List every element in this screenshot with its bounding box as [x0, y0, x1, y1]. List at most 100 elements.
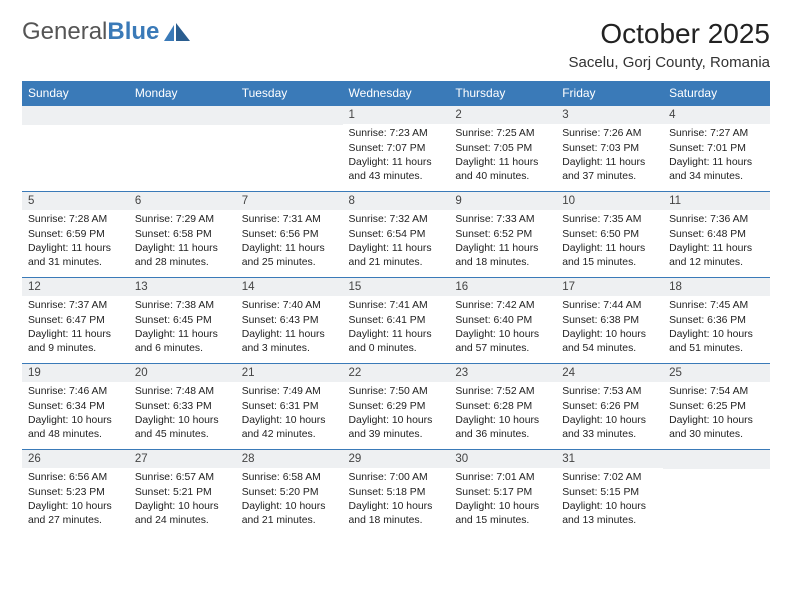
- weekday-header: Sunday: [22, 81, 129, 106]
- day-number: 8: [343, 192, 450, 210]
- daylight-line: Daylight: 11 hours and 34 minutes.: [669, 156, 764, 183]
- logo-part2: Blue: [107, 18, 159, 45]
- calendar-week-row: 12Sunrise: 7:37 AMSunset: 6:47 PMDayligh…: [22, 278, 770, 364]
- sunrise-line: Sunrise: 7:02 AM: [562, 471, 657, 485]
- sunset-line: Sunset: 6:26 PM: [562, 400, 657, 414]
- daylight-line: Daylight: 10 hours and 45 minutes.: [135, 414, 230, 441]
- day-number: 5: [22, 192, 129, 210]
- day-number: [236, 106, 343, 125]
- day-details: Sunrise: 6:56 AMSunset: 5:23 PMDaylight:…: [22, 468, 129, 532]
- day-number: 14: [236, 278, 343, 296]
- calendar-cell: [22, 106, 129, 192]
- day-details: Sunrise: 7:25 AMSunset: 7:05 PMDaylight:…: [449, 124, 556, 188]
- daylight-line: Daylight: 11 hours and 12 minutes.: [669, 242, 764, 269]
- sunrise-line: Sunrise: 7:32 AM: [349, 213, 444, 227]
- sunrise-line: Sunrise: 7:45 AM: [669, 299, 764, 313]
- sunrise-line: Sunrise: 7:48 AM: [135, 385, 230, 399]
- day-number: 2: [449, 106, 556, 124]
- day-number: 1: [343, 106, 450, 124]
- day-details: Sunrise: 7:00 AMSunset: 5:18 PMDaylight:…: [343, 468, 450, 532]
- calendar-cell: [236, 106, 343, 192]
- daylight-line: Daylight: 10 hours and 39 minutes.: [349, 414, 444, 441]
- day-details: Sunrise: 7:31 AMSunset: 6:56 PMDaylight:…: [236, 210, 343, 274]
- location: Sacelu, Gorj County, Romania: [569, 54, 770, 71]
- calendar-cell: 3Sunrise: 7:26 AMSunset: 7:03 PMDaylight…: [556, 106, 663, 192]
- sunset-line: Sunset: 6:31 PM: [242, 400, 337, 414]
- day-details: Sunrise: 7:46 AMSunset: 6:34 PMDaylight:…: [22, 382, 129, 446]
- sunrise-line: Sunrise: 7:36 AM: [669, 213, 764, 227]
- calendar-cell: 9Sunrise: 7:33 AMSunset: 6:52 PMDaylight…: [449, 192, 556, 278]
- day-number: 18: [663, 278, 770, 296]
- daylight-line: Daylight: 10 hours and 27 minutes.: [28, 500, 123, 527]
- sunset-line: Sunset: 5:18 PM: [349, 486, 444, 500]
- sunrise-line: Sunrise: 7:35 AM: [562, 213, 657, 227]
- weekday-header: Tuesday: [236, 81, 343, 106]
- sail-icon: [164, 23, 190, 41]
- day-details: Sunrise: 7:28 AMSunset: 6:59 PMDaylight:…: [22, 210, 129, 274]
- day-number: 10: [556, 192, 663, 210]
- daylight-line: Daylight: 11 hours and 40 minutes.: [455, 156, 550, 183]
- sunset-line: Sunset: 6:36 PM: [669, 314, 764, 328]
- calendar-cell: 25Sunrise: 7:54 AMSunset: 6:25 PMDayligh…: [663, 364, 770, 450]
- sunrise-line: Sunrise: 7:54 AM: [669, 385, 764, 399]
- day-number: 31: [556, 450, 663, 468]
- day-details: Sunrise: 7:45 AMSunset: 6:36 PMDaylight:…: [663, 296, 770, 360]
- calendar-cell: 2Sunrise: 7:25 AMSunset: 7:05 PMDaylight…: [449, 106, 556, 192]
- sunset-line: Sunset: 6:25 PM: [669, 400, 764, 414]
- sunset-line: Sunset: 6:50 PM: [562, 228, 657, 242]
- daylight-line: Daylight: 10 hours and 57 minutes.: [455, 328, 550, 355]
- sunset-line: Sunset: 6:58 PM: [135, 228, 230, 242]
- weekday-header: Friday: [556, 81, 663, 106]
- sunrise-line: Sunrise: 7:01 AM: [455, 471, 550, 485]
- day-details: Sunrise: 7:01 AMSunset: 5:17 PMDaylight:…: [449, 468, 556, 532]
- day-details: Sunrise: 7:42 AMSunset: 6:40 PMDaylight:…: [449, 296, 556, 360]
- day-details: Sunrise: 6:57 AMSunset: 5:21 PMDaylight:…: [129, 468, 236, 532]
- calendar-cell: 28Sunrise: 6:58 AMSunset: 5:20 PMDayligh…: [236, 450, 343, 536]
- daylight-line: Daylight: 11 hours and 25 minutes.: [242, 242, 337, 269]
- sunset-line: Sunset: 6:56 PM: [242, 228, 337, 242]
- calendar-table: SundayMondayTuesdayWednesdayThursdayFrid…: [22, 81, 770, 536]
- day-details: Sunrise: 7:23 AMSunset: 7:07 PMDaylight:…: [343, 124, 450, 188]
- sunset-line: Sunset: 6:59 PM: [28, 228, 123, 242]
- calendar-week-row: 5Sunrise: 7:28 AMSunset: 6:59 PMDaylight…: [22, 192, 770, 278]
- calendar-cell: 23Sunrise: 7:52 AMSunset: 6:28 PMDayligh…: [449, 364, 556, 450]
- day-details: Sunrise: 7:53 AMSunset: 6:26 PMDaylight:…: [556, 382, 663, 446]
- weekday-header: Saturday: [663, 81, 770, 106]
- day-details: Sunrise: 7:32 AMSunset: 6:54 PMDaylight:…: [343, 210, 450, 274]
- sunrise-line: Sunrise: 7:46 AM: [28, 385, 123, 399]
- daylight-line: Daylight: 11 hours and 31 minutes.: [28, 242, 123, 269]
- calendar-cell: 26Sunrise: 6:56 AMSunset: 5:23 PMDayligh…: [22, 450, 129, 536]
- calendar-cell: 30Sunrise: 7:01 AMSunset: 5:17 PMDayligh…: [449, 450, 556, 536]
- header: GeneralBlue October 2025 Sacelu, Gorj Co…: [22, 18, 770, 71]
- weekday-header: Thursday: [449, 81, 556, 106]
- day-number: 6: [129, 192, 236, 210]
- daylight-line: Daylight: 10 hours and 18 minutes.: [349, 500, 444, 527]
- day-number: 22: [343, 364, 450, 382]
- daylight-line: Daylight: 11 hours and 18 minutes.: [455, 242, 550, 269]
- daylight-line: Daylight: 10 hours and 48 minutes.: [28, 414, 123, 441]
- title-block: October 2025 Sacelu, Gorj County, Romani…: [569, 18, 770, 71]
- calendar-header-row: SundayMondayTuesdayWednesdayThursdayFrid…: [22, 81, 770, 106]
- sunset-line: Sunset: 6:29 PM: [349, 400, 444, 414]
- day-number: 16: [449, 278, 556, 296]
- day-details: Sunrise: 7:29 AMSunset: 6:58 PMDaylight:…: [129, 210, 236, 274]
- calendar-cell: 10Sunrise: 7:35 AMSunset: 6:50 PMDayligh…: [556, 192, 663, 278]
- day-details: Sunrise: 7:36 AMSunset: 6:48 PMDaylight:…: [663, 210, 770, 274]
- day-details: Sunrise: 7:48 AMSunset: 6:33 PMDaylight:…: [129, 382, 236, 446]
- sunrise-line: Sunrise: 7:50 AM: [349, 385, 444, 399]
- day-details: Sunrise: 7:50 AMSunset: 6:29 PMDaylight:…: [343, 382, 450, 446]
- calendar-cell: 16Sunrise: 7:42 AMSunset: 6:40 PMDayligh…: [449, 278, 556, 364]
- sunset-line: Sunset: 6:48 PM: [669, 228, 764, 242]
- calendar-cell: 21Sunrise: 7:49 AMSunset: 6:31 PMDayligh…: [236, 364, 343, 450]
- daylight-line: Daylight: 10 hours and 33 minutes.: [562, 414, 657, 441]
- day-details: Sunrise: 7:33 AMSunset: 6:52 PMDaylight:…: [449, 210, 556, 274]
- calendar-cell: 29Sunrise: 7:00 AMSunset: 5:18 PMDayligh…: [343, 450, 450, 536]
- logo: GeneralBlue: [22, 18, 190, 46]
- day-details: Sunrise: 7:26 AMSunset: 7:03 PMDaylight:…: [556, 124, 663, 188]
- calendar-cell: 12Sunrise: 7:37 AMSunset: 6:47 PMDayligh…: [22, 278, 129, 364]
- daylight-line: Daylight: 10 hours and 13 minutes.: [562, 500, 657, 527]
- calendar-cell: 6Sunrise: 7:29 AMSunset: 6:58 PMDaylight…: [129, 192, 236, 278]
- sunrise-line: Sunrise: 7:38 AM: [135, 299, 230, 313]
- daylight-line: Daylight: 11 hours and 21 minutes.: [349, 242, 444, 269]
- day-details: Sunrise: 6:58 AMSunset: 5:20 PMDaylight:…: [236, 468, 343, 532]
